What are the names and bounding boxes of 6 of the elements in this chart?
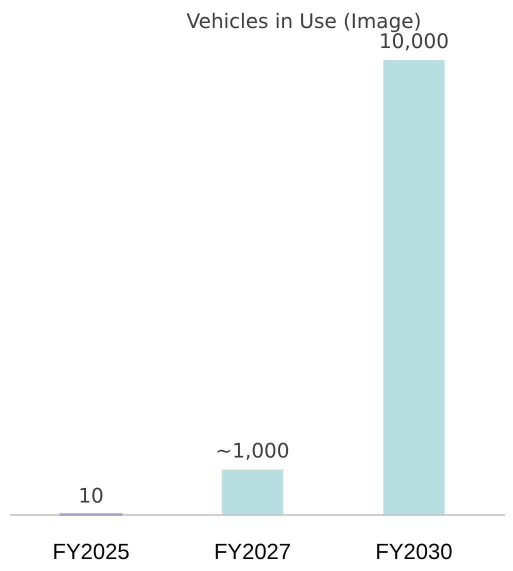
chart-title: Vehicles in Use (Image) <box>186 9 422 33</box>
x-tick-label: FY2030 <box>375 539 452 564</box>
data-label: 10 <box>78 484 104 508</box>
x-tick-label: FY2025 <box>52 539 130 564</box>
data-label: ~1,000 <box>215 438 290 462</box>
x-tick-label: FY2027 <box>214 539 292 564</box>
